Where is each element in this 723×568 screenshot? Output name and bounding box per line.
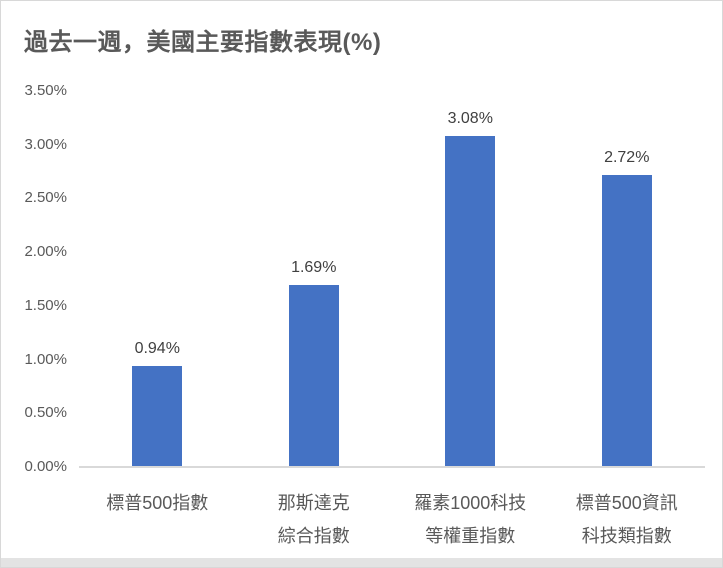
bar-value-label: 3.08% — [447, 110, 493, 128]
y-axis-tick-label: 2.00% — [24, 243, 67, 261]
category-label-line: 綜合指數 — [277, 526, 350, 546]
y-axis-tick-label: 0.00% — [24, 458, 67, 475]
bar — [445, 136, 496, 466]
bar-value-label: 1.69% — [291, 259, 337, 277]
bar — [601, 174, 652, 466]
category-label: 那斯達克 綜合指數 — [234, 487, 394, 553]
category-label-line: 標普500資訊 — [575, 493, 678, 513]
category-label-line: 科技類指數 — [581, 526, 672, 546]
bar-value-label: 0.94% — [134, 340, 180, 358]
y-axis-tick-label: 1.50% — [24, 296, 67, 314]
chart-title: 過去一週，美國主要指數表現(%) — [24, 29, 382, 56]
category-label: 標普500指數 — [77, 487, 237, 520]
category-label-line: 那斯達克 — [277, 493, 350, 513]
bar — [288, 285, 339, 466]
y-axis-tick-label: 3.00% — [24, 135, 67, 153]
category-label-line: 羅素1000科技 — [414, 493, 527, 513]
bar-value-label: 2.72% — [604, 148, 650, 166]
y-axis-tick-label: 3.50% — [24, 82, 67, 99]
category-label: 羅素1000科技 等權重指數 — [390, 487, 550, 553]
x-axis-line — [79, 466, 705, 468]
category-label-line: 等權重指數 — [425, 526, 516, 546]
category-label: 標普500資訊 科技類指數 — [547, 487, 707, 553]
y-axis-tick-label: 0.50% — [24, 404, 67, 422]
y-axis-tick-label: 1.00% — [24, 350, 67, 368]
y-axis-tick-label: 2.50% — [24, 189, 67, 207]
category-label-line: 標普500指數 — [106, 493, 209, 513]
bar — [132, 366, 183, 466]
bottom-strip — [1, 558, 722, 567]
